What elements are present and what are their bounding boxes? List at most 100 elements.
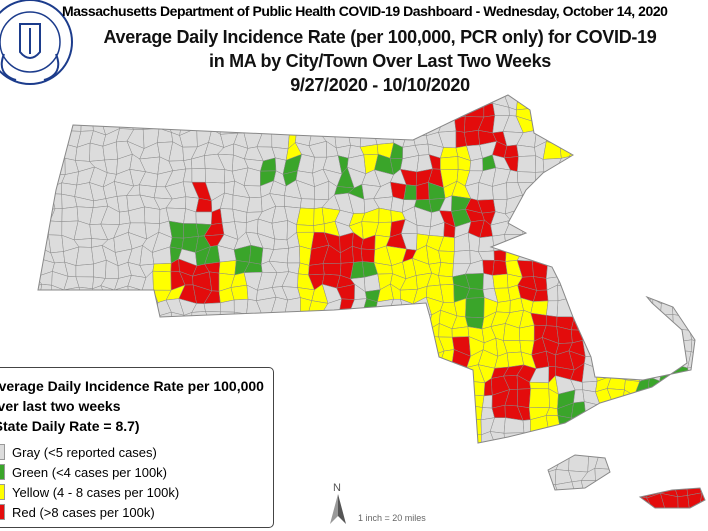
town-region: [172, 324, 183, 343]
town-region: [373, 95, 392, 111]
town-region: [297, 313, 311, 328]
red-swatch: [0, 504, 5, 520]
town-region: [685, 298, 704, 318]
town-region: [246, 196, 263, 213]
town-region: [442, 414, 460, 430]
town-region: [295, 365, 311, 384]
town-region: [376, 78, 391, 93]
town-region: [555, 247, 577, 264]
town-region: [113, 336, 130, 352]
town-region: [536, 219, 547, 239]
town-region: [492, 259, 508, 276]
town-region: [516, 444, 533, 457]
town-region: [621, 115, 640, 135]
town-region: [606, 312, 629, 331]
town-region: [308, 263, 325, 276]
town-region: [677, 495, 690, 508]
town-region: [373, 128, 395, 145]
town-region: [651, 155, 665, 175]
town-region: [38, 298, 53, 315]
town-region: [282, 413, 299, 431]
town-region: [453, 249, 471, 265]
town-region: [697, 378, 705, 396]
town-region: [661, 167, 680, 189]
town-region: [103, 327, 121, 341]
town-region: [297, 324, 311, 343]
town-region: [401, 363, 420, 380]
town-region: [686, 167, 705, 186]
town-region: [76, 95, 96, 106]
town-region: [142, 76, 153, 93]
town-region: [659, 257, 675, 278]
town-region: [530, 482, 550, 495]
town-region: [650, 417, 664, 435]
town-region: [9, 200, 26, 209]
town-region: [295, 452, 311, 472]
town-region: [508, 468, 524, 485]
town-region: [465, 297, 485, 319]
town-region: [346, 350, 367, 370]
town-region: [259, 95, 277, 107]
town-region: [428, 402, 443, 420]
legend-label: Green (<4 cases per 100k): [12, 464, 167, 480]
town-region: [646, 171, 663, 189]
town-region: [480, 506, 498, 508]
town-region: [247, 350, 263, 366]
town-region: [626, 505, 638, 508]
town-region: [569, 446, 590, 456]
town-region: [413, 335, 432, 357]
town-region: [530, 95, 543, 110]
town-region: [661, 206, 676, 227]
town-region: [598, 405, 616, 419]
town-region: [503, 95, 522, 96]
legend-label: Gray (<5 reported cases): [12, 444, 157, 460]
town-region: [375, 443, 392, 462]
town-region: [542, 428, 561, 448]
town-region: [233, 298, 249, 315]
town-region: [362, 496, 376, 508]
town-region: [516, 95, 538, 111]
town-region: [547, 247, 559, 263]
town-region: [378, 207, 392, 223]
town-region: [662, 155, 674, 175]
town-region: [661, 219, 676, 241]
town-region: [178, 326, 199, 340]
town-region: [425, 375, 446, 393]
town-region: [363, 273, 381, 292]
town-region: [557, 415, 572, 430]
town-region: [296, 391, 316, 407]
town-region: [622, 468, 642, 481]
town-region: [363, 390, 378, 410]
town-region: [489, 95, 505, 97]
town-region: [129, 95, 148, 97]
town-region: [153, 77, 173, 93]
town-region: [282, 95, 303, 110]
town-region: [373, 471, 394, 488]
town-region: [0, 77, 15, 95]
town-region: [634, 417, 654, 435]
town-region: [454, 482, 472, 498]
town-region: [351, 390, 365, 410]
town-region: [568, 154, 585, 174]
town-region: [568, 494, 586, 508]
town-region: [128, 298, 143, 314]
town-region: [411, 311, 432, 331]
town-region: [425, 95, 442, 110]
town-region: [243, 120, 264, 134]
town-region: [661, 182, 680, 199]
town-region: [673, 141, 688, 159]
town-region: [74, 309, 96, 331]
town-region: [375, 454, 394, 474]
town-region: [11, 95, 28, 110]
town-region: [346, 339, 367, 356]
town-region: [671, 390, 691, 410]
town-region: [609, 218, 627, 240]
town-region: [586, 115, 600, 136]
town-region: [463, 95, 485, 107]
town-region: [686, 390, 705, 407]
town-region: [48, 234, 64, 254]
town-region: [403, 466, 414, 487]
town-region: [593, 275, 616, 287]
town-region: [687, 366, 702, 384]
town-region: [230, 335, 249, 354]
